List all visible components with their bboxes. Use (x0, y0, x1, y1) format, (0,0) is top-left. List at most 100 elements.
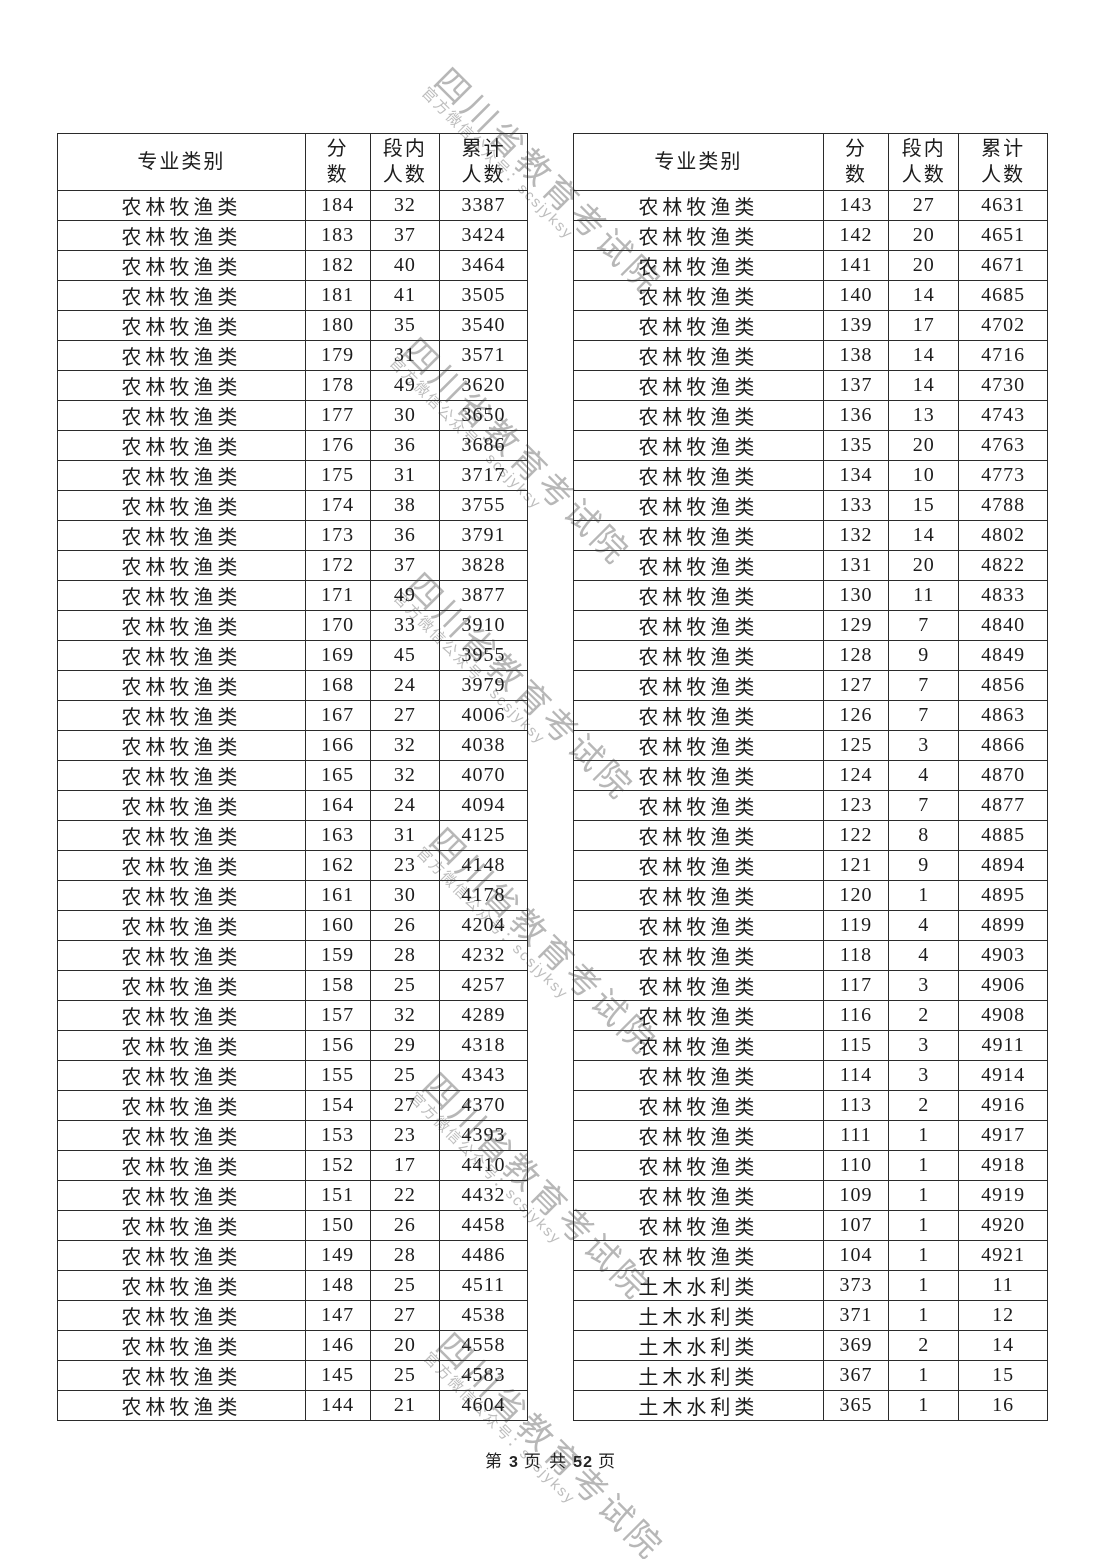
cell-category: 农林牧渔类 (573, 1210, 824, 1241)
cell-score: 116 (822, 1000, 890, 1031)
table-row: 农林牧渔类 155 25 4343 (57, 1060, 528, 1091)
cell-segment-count: 26 (369, 1210, 441, 1241)
table-row: 农林牧渔类 179 31 3571 (57, 340, 528, 371)
cell-score: 184 (304, 190, 371, 221)
cell-segment-count: 32 (369, 190, 441, 221)
cell-segment-count: 35 (369, 310, 441, 341)
cell-score: 182 (304, 250, 371, 281)
cell-category: 农林牧渔类 (57, 1090, 306, 1121)
cell-segment-count: 11 (888, 580, 960, 611)
table-row: 农林牧渔类 132 14 4802 (573, 520, 1048, 551)
cell-score: 143 (822, 190, 890, 221)
cell-cumulative-count: 4920 (958, 1210, 1048, 1241)
table-row: 农林牧渔类 181 41 3505 (57, 280, 528, 311)
cell-segment-count: 14 (888, 280, 960, 311)
cell-category: 农林牧渔类 (57, 820, 306, 851)
cell-segment-count: 24 (369, 790, 441, 821)
cell-score: 165 (304, 760, 371, 791)
cell-score: 133 (822, 490, 890, 521)
cell-category: 农林牧渔类 (573, 850, 824, 881)
cell-score: 136 (822, 400, 890, 431)
cell-category: 农林牧渔类 (573, 250, 824, 281)
cell-category: 农林牧渔类 (57, 1150, 306, 1181)
cell-score: 122 (822, 820, 890, 851)
table-row: 农林牧渔类 109 1 4919 (573, 1180, 1048, 1211)
cell-category: 农林牧渔类 (57, 1300, 306, 1331)
cell-cumulative-count: 4877 (958, 790, 1048, 821)
table-row: 农林牧渔类 104 1 4921 (573, 1240, 1048, 1271)
cell-segment-count: 1 (888, 1150, 960, 1181)
cell-segment-count: 4 (888, 940, 960, 971)
table-row: 农林牧渔类 183 37 3424 (57, 220, 528, 251)
table-row: 农林牧渔类 142 20 4651 (573, 220, 1048, 251)
cell-segment-count: 23 (369, 850, 441, 881)
cell-cumulative-count: 4802 (958, 520, 1048, 551)
table-row: 农林牧渔类 170 33 3910 (57, 610, 528, 641)
cell-cumulative-count: 4393 (439, 1120, 528, 1151)
cell-category: 农林牧渔类 (573, 1150, 824, 1181)
table-row: 农林牧渔类 159 28 4232 (57, 940, 528, 971)
cell-category: 农林牧渔类 (57, 490, 306, 521)
cell-cumulative-count: 4604 (439, 1390, 528, 1421)
table-row: 农林牧渔类 113 2 4916 (573, 1090, 1048, 1121)
cell-score: 171 (304, 580, 371, 611)
cell-cumulative-count: 4921 (958, 1240, 1048, 1271)
cell-score: 129 (822, 610, 890, 641)
cell-segment-count: 20 (888, 550, 960, 581)
cell-score: 119 (822, 910, 890, 941)
cell-score: 128 (822, 640, 890, 671)
cell-cumulative-count: 15 (958, 1360, 1048, 1391)
cell-segment-count: 27 (369, 1300, 441, 1331)
table-row: 农林牧渔类 118 4 4903 (573, 940, 1048, 971)
cell-cumulative-count: 4906 (958, 970, 1048, 1001)
table-row: 农林牧渔类 160 26 4204 (57, 910, 528, 941)
cell-segment-count: 49 (369, 580, 441, 611)
cell-cumulative-count: 3979 (439, 670, 528, 701)
cell-category: 农林牧渔类 (573, 910, 824, 941)
cell-cumulative-count: 4849 (958, 640, 1048, 671)
cell-score: 137 (822, 370, 890, 401)
cell-category: 农林牧渔类 (57, 1060, 306, 1091)
table-row: 农林牧渔类 129 7 4840 (573, 610, 1048, 641)
cell-category: 农林牧渔类 (573, 700, 824, 731)
cell-cumulative-count: 4511 (439, 1270, 528, 1301)
cell-cumulative-count: 11 (958, 1270, 1048, 1301)
table-row: 农林牧渔类 161 30 4178 (57, 880, 528, 911)
cell-category: 农林牧渔类 (573, 760, 824, 791)
cell-category: 农林牧渔类 (57, 1270, 306, 1301)
cell-category: 农林牧渔类 (57, 1120, 306, 1151)
cell-cumulative-count: 3505 (439, 280, 528, 311)
table-row: 农林牧渔类 163 31 4125 (57, 820, 528, 851)
cell-cumulative-count: 3464 (439, 250, 528, 281)
cell-segment-count: 14 (888, 340, 960, 371)
table-row: 农林牧渔类 111 1 4917 (573, 1120, 1048, 1151)
cell-category: 农林牧渔类 (57, 1030, 306, 1061)
cell-score: 159 (304, 940, 371, 971)
cell-cumulative-count: 4685 (958, 280, 1048, 311)
cell-cumulative-count: 3910 (439, 610, 528, 641)
cell-score: 134 (822, 460, 890, 491)
table-row: 农林牧渔类 157 32 4289 (57, 1000, 528, 1031)
footer-middle: 页 共 (523, 1452, 569, 1471)
header-category: 专业类别 (57, 133, 306, 191)
cell-segment-count: 17 (888, 310, 960, 341)
footer-page-number: 3 (509, 1454, 519, 1471)
cell-cumulative-count: 4918 (958, 1150, 1048, 1181)
cell-segment-count: 28 (369, 940, 441, 971)
cell-segment-count: 30 (369, 880, 441, 911)
table-row: 农林牧渔类 115 3 4911 (573, 1030, 1048, 1061)
cell-score: 139 (822, 310, 890, 341)
cell-score: 148 (304, 1270, 371, 1301)
cell-cumulative-count: 4917 (958, 1120, 1048, 1151)
cell-category: 农林牧渔类 (573, 670, 824, 701)
table-row: 农林牧渔类 184 32 3387 (57, 190, 528, 221)
cell-cumulative-count: 4289 (439, 1000, 528, 1031)
cell-segment-count: 4 (888, 760, 960, 791)
cell-score: 167 (304, 700, 371, 731)
cell-cumulative-count: 4840 (958, 610, 1048, 641)
cell-score: 151 (304, 1180, 371, 1211)
cell-cumulative-count: 4070 (439, 760, 528, 791)
cell-segment-count: 29 (369, 1030, 441, 1061)
cell-score: 166 (304, 730, 371, 761)
cell-cumulative-count: 4730 (958, 370, 1048, 401)
